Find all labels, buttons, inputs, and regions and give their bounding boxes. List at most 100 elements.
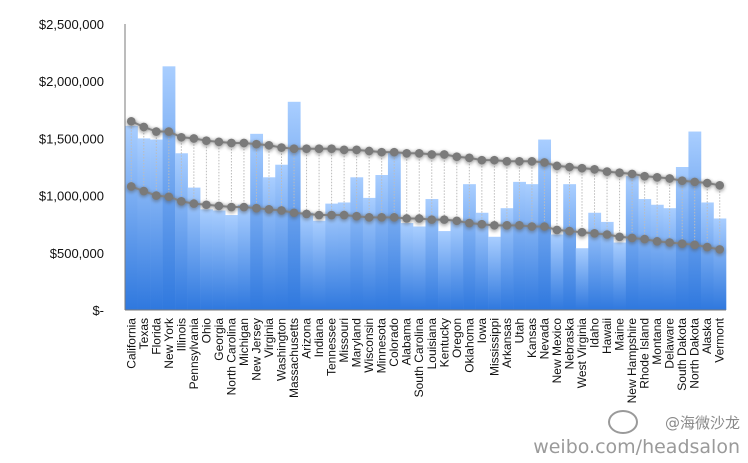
point	[602, 167, 612, 176]
bar	[212, 210, 226, 310]
bar	[225, 215, 238, 310]
point	[339, 145, 349, 155]
bars	[125, 66, 727, 311]
y-tick-label: $500,000	[50, 246, 104, 261]
x-tick-label: Maine	[613, 318, 627, 351]
x-tick-label: Nevada	[537, 318, 551, 360]
series-upper-line	[126, 116, 725, 192]
x-tick-label: Florida	[149, 318, 163, 355]
point	[677, 176, 687, 186]
point	[402, 214, 412, 223]
point	[352, 145, 361, 155]
point	[302, 209, 311, 219]
x-tick-label: Kansas	[525, 318, 539, 358]
bar	[563, 184, 577, 310]
point	[627, 169, 637, 179]
point	[427, 215, 437, 224]
x-tick-label: North Carolina	[224, 318, 238, 396]
point	[239, 138, 249, 148]
point	[515, 156, 524, 166]
bar	[525, 184, 539, 310]
point	[177, 132, 186, 142]
x-tick-label: Oregon	[450, 318, 464, 358]
point	[214, 201, 224, 211]
bar	[513, 181, 526, 310]
bar	[450, 220, 464, 310]
x-tick-label: Arkansas	[500, 318, 514, 368]
point	[527, 156, 537, 166]
y-axis-ticks: $- $500,000 $1,000,000 $1,500,000 $2,000,000…	[39, 17, 104, 318]
bar	[463, 184, 476, 310]
point	[540, 222, 549, 231]
x-tick-label: Louisiana	[425, 318, 439, 370]
x-tick-label: Michigan	[237, 318, 251, 366]
x-tick-label: Oklahoma	[462, 318, 476, 373]
x-tick-label: Maryland	[350, 318, 364, 367]
point	[289, 144, 299, 153]
point	[414, 148, 424, 158]
point	[377, 213, 386, 222]
point	[640, 171, 649, 181]
point	[252, 139, 261, 149]
point	[177, 197, 186, 206]
bar	[125, 125, 138, 310]
point	[577, 227, 587, 237]
point	[527, 222, 537, 231]
x-tick-label: Kentucky	[437, 318, 451, 367]
bar	[488, 236, 501, 310]
point	[665, 174, 674, 183]
point	[314, 144, 324, 153]
bar	[187, 187, 201, 310]
bar	[425, 199, 439, 310]
bar	[362, 197, 376, 310]
x-tick-label: New Hampshire	[625, 318, 639, 404]
watermark-url: weibo.com/headsalon	[533, 436, 740, 458]
x-tick-label: Delaware	[663, 318, 677, 369]
bar	[438, 231, 451, 310]
point	[189, 134, 199, 143]
point	[615, 168, 624, 178]
x-tick-label: Georgia	[212, 318, 226, 361]
x-tick-label: New Jersey	[249, 318, 263, 381]
point	[327, 144, 336, 153]
point	[327, 210, 336, 220]
bar	[663, 208, 677, 310]
bar	[200, 209, 213, 310]
x-tick-label: New York	[162, 317, 176, 369]
bar	[162, 66, 176, 310]
x-tick-label: Montana	[650, 318, 664, 365]
point	[139, 122, 149, 132]
x-tick-label: Illinois	[174, 318, 188, 351]
bar	[137, 138, 151, 310]
bar	[713, 218, 727, 310]
x-tick-label: New Mexico	[550, 318, 564, 384]
y-tick-label: $1,500,000	[39, 131, 104, 146]
point	[465, 153, 474, 163]
point	[652, 172, 662, 182]
point	[314, 210, 324, 220]
point	[602, 230, 612, 239]
point	[552, 225, 562, 235]
x-tick-label: Missouri	[337, 318, 351, 363]
x-tick-label: Wisconsin	[362, 318, 376, 373]
y-tick-label: $1,000,000	[39, 189, 104, 204]
point	[702, 178, 712, 188]
x-tick-label: Alaska	[700, 318, 714, 354]
point	[389, 213, 399, 222]
bar	[275, 164, 289, 310]
point	[690, 177, 699, 187]
point	[164, 127, 174, 136]
x-tick-label: California	[124, 318, 138, 369]
bar	[300, 212, 314, 310]
x-tick-label: Nebraska	[562, 318, 576, 370]
point	[502, 221, 512, 230]
point	[239, 202, 249, 212]
point	[227, 138, 236, 148]
point	[352, 211, 361, 221]
point	[126, 116, 136, 126]
point	[277, 206, 286, 215]
point	[690, 240, 699, 250]
bar	[375, 175, 389, 310]
